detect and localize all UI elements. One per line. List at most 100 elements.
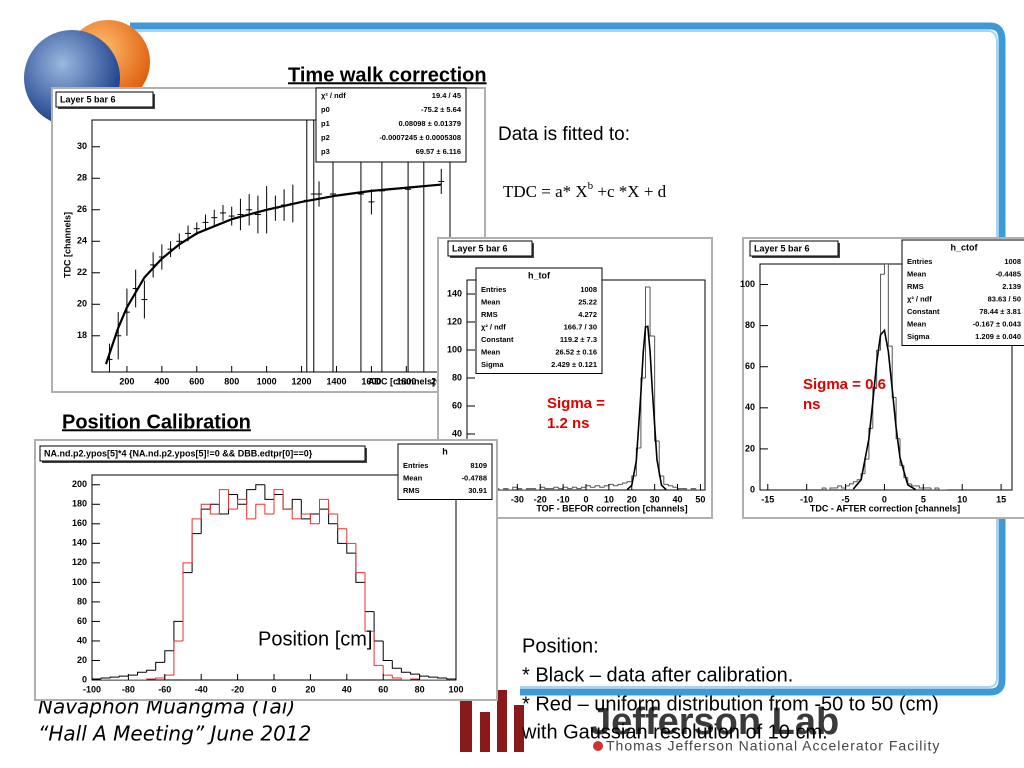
histogram-bin [603,485,609,488]
plot-data [493,286,701,490]
x-tick-label: -5 [842,494,850,504]
histogram-bin [690,488,696,490]
x-tick-label: 1800 [396,376,416,386]
stats-label: RMS [481,310,498,319]
y-tick-label: 60 [77,616,87,626]
y-tick-label: 80 [745,320,755,330]
histogram-bin [155,661,165,671]
histogram-bin [512,486,518,490]
histogram-bin [544,487,550,490]
histogram-bin [626,481,632,483]
histogram-bin [319,498,329,524]
stats-header: h_tof [528,270,551,280]
histogram-bin [821,487,827,490]
x-tick-label: 400 [154,376,169,386]
y-tick-label: 40 [745,402,755,412]
y-tick-label: 40 [77,635,87,645]
histogram-bin [567,487,573,490]
histogram-bin [649,287,655,337]
stats-header: h_ctof [951,242,979,252]
formula: TDC = a* Xb +c *X + d [503,180,667,201]
plot-title: Layer 5 bar 6 [60,94,116,104]
x-axis-label: TOF - BEFOR correction [channels] [536,503,687,513]
histogram-bin [282,489,293,510]
histogram-bin [255,503,265,519]
x-tick-label: 40 [342,684,352,694]
title-box [447,240,533,257]
histogram-bin [667,484,673,487]
stats-value: 0.08098 ± 0.01379 [398,119,461,128]
overlay: Position [cm] Position: * Black – data a… [258,628,939,743]
x-tick-label: 600 [189,376,204,386]
histogram-bin [109,676,120,679]
histogram-bin [576,487,582,490]
histogram-bin [446,678,456,680]
histogram-bin [428,676,438,678]
x-tick-label: -30 [511,494,524,504]
x-tick-label: -20 [534,494,547,504]
histogram-bin [146,678,156,680]
stats-value: 19.4 / 45 [432,91,461,100]
sigma-before: 1.2 ns [547,415,590,432]
stats-label: χ² / ndf [907,294,932,303]
histogram-bin [146,669,156,673]
histogram-bin [191,518,202,563]
histogram-bin [255,484,265,490]
histogram-bin [246,499,256,520]
formula-base: TDC = a* X [503,182,588,201]
histogram-bin [852,481,858,484]
x-tick-label: -10 [800,494,813,504]
histogram-bin [507,488,513,490]
histogram-bin [895,397,900,440]
plot-title: Layer 5 bar 6 [754,243,810,253]
y-tick-label: 22 [77,267,87,277]
x-tick-label: 60 [378,684,388,694]
lab-full-name: Thomas Jefferson National Accelerator Fa… [606,738,940,754]
histogram-bin [410,672,420,675]
stats-value: 1008 [580,285,597,294]
x-tick-label: 1600 [361,376,381,386]
stats-value: -0.0007245 ± 0.0005308 [379,133,461,142]
histogram-bin [437,677,447,679]
x-tick-label: 5 [921,494,926,504]
y-axis-label: TDC [channels] [62,212,72,278]
note-line: Position: [522,635,599,657]
stats-label: Entries [403,461,428,470]
sigma-after: ns [803,396,821,413]
stats-label: Sigma [907,332,930,341]
histogram-bin [264,504,274,515]
x-tick-label: 15 [996,494,1006,504]
plot-data [104,120,445,372]
histogram-bin [686,488,692,490]
stats-box [397,443,493,500]
stats-label: Constant [907,307,940,316]
logo-dot [593,741,603,751]
plot-title: Layer 5 bar 6 [452,243,508,253]
stats-value: 166.7 / 30 [564,322,597,331]
section-title: Position Calibration [62,411,251,433]
stats-label: RMS [403,486,420,495]
histogram-bin [622,482,628,485]
section-title: Time walk correction [288,64,487,86]
x-tick-label: 0 [583,494,588,504]
histogram-bin [526,488,532,490]
y-tick-label: 100 [72,577,87,587]
plot-data [821,264,947,490]
stats-label: χ² / ndf [481,322,506,331]
stats-value: 25.22 [578,297,597,306]
x-axis-label: TDC - AFTER correction [channels] [810,503,960,513]
histogram-bin [872,386,877,429]
histogram-bin [228,489,238,510]
logo-bar [514,705,524,752]
x-tick-label: 20 [627,494,637,504]
histogram-bin [400,668,411,673]
histogram-bin [264,484,274,500]
plot: -15 -10 -5 0 5 10 15 0 20 40 60 80 100 Layer 5 bar 6 h… [740,237,1024,519]
histogram-bin [137,671,147,676]
stats-box [475,267,603,374]
stats-value: 78.44 ± 3.81 [979,307,1021,316]
stats-value: 26.52 ± 0.16 [555,347,597,356]
histogram-bin [382,640,393,661]
formula-rest: +c *X + d [593,182,666,201]
